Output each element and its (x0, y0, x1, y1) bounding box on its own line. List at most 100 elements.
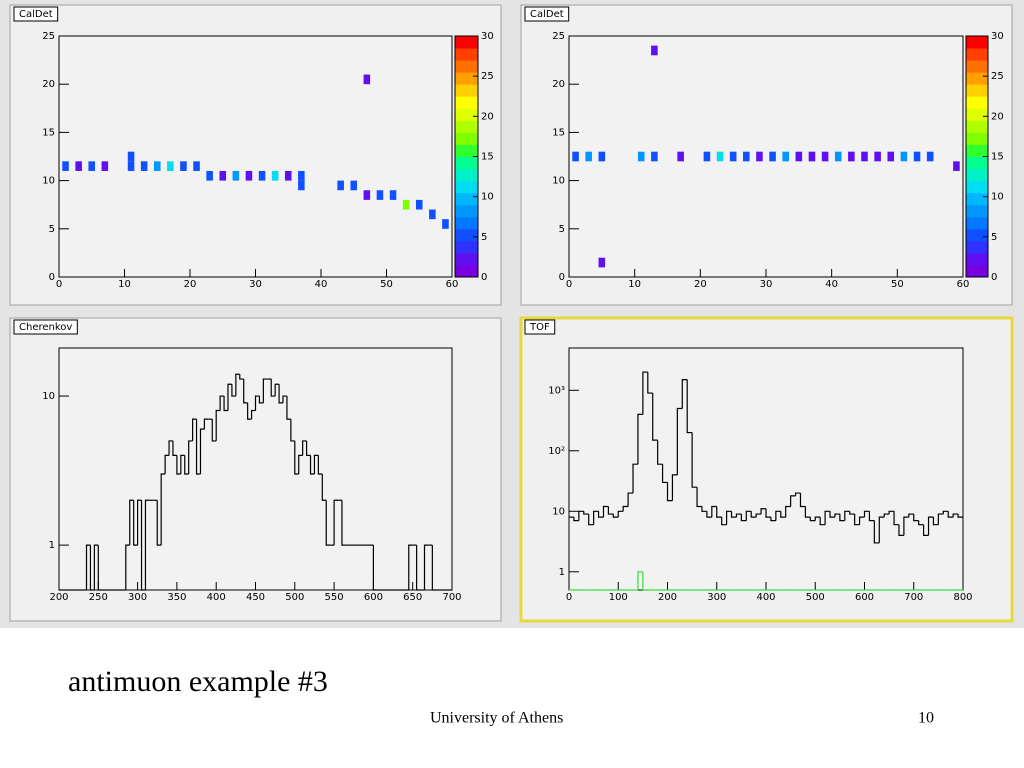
palette-swatch (966, 120, 988, 133)
plot-frame (58, 35, 453, 278)
histogram-bin (227, 383, 232, 411)
histogram-bin (844, 510, 850, 521)
cell (429, 209, 436, 220)
histogram-bin (829, 511, 835, 518)
palette-swatch (966, 36, 988, 49)
cell (127, 151, 135, 162)
panel-title: Cherenkov (19, 322, 72, 333)
histogram-bin (89, 545, 95, 591)
y-tick-label: 10 (42, 391, 55, 402)
histogram-bin (597, 511, 604, 518)
footer: University of Athens (430, 710, 563, 727)
histogram-bin (642, 571, 648, 591)
histogram-bin (588, 514, 594, 526)
cell (389, 190, 397, 200)
histogram-bin (144, 499, 150, 590)
z-tick-label: 15 (481, 152, 494, 163)
histogram-bin (160, 473, 166, 546)
palette-swatch (455, 264, 478, 278)
histogram-bin (93, 544, 99, 590)
caption: antimuon example #3 (68, 665, 328, 698)
cell (637, 151, 645, 162)
histogram-bin (203, 418, 209, 430)
x-tick-label: 0 (56, 279, 62, 290)
histogram-bin (258, 396, 264, 404)
histogram-bin (97, 545, 103, 591)
z-tick-label: 0 (991, 272, 997, 283)
histogram-bin (908, 513, 914, 518)
histogram-bin (760, 508, 766, 515)
palette-swatch (455, 204, 478, 218)
palette-swatch (966, 192, 988, 206)
cell (245, 170, 253, 181)
x-tick-label: 700 (442, 592, 461, 603)
histogram-bin (927, 516, 934, 536)
z-tick-label: 5 (991, 232, 997, 243)
histogram-bin (199, 428, 205, 474)
cell (585, 151, 592, 162)
histogram-bin (607, 506, 614, 515)
panel-title: CalDet (19, 9, 53, 20)
y-tick-label: 0 (559, 272, 565, 283)
histogram-bin (423, 544, 429, 590)
histogram-bin (765, 508, 771, 518)
histogram-bin (180, 454, 185, 474)
histogram-bin (726, 510, 732, 525)
cell (153, 161, 161, 171)
histogram-bin (133, 500, 138, 546)
palette-swatch (966, 228, 988, 242)
cell (180, 161, 187, 171)
histogram-bin (578, 510, 584, 521)
z-tick-label: 25 (481, 71, 494, 82)
histogram-bin (661, 464, 668, 484)
histogram-bin (952, 513, 959, 518)
histogram-bin (250, 409, 256, 420)
histogram-bin (721, 517, 727, 526)
cell (821, 151, 829, 162)
cell (232, 170, 240, 181)
histogram-bin (883, 513, 890, 518)
x-tick-label: 550 (325, 592, 344, 603)
cell (716, 151, 724, 162)
palette-swatch (455, 132, 478, 145)
cell (284, 170, 292, 181)
cell (874, 151, 881, 162)
histogram-bin (637, 413, 643, 465)
y-tick-label: 10³ (548, 385, 565, 396)
histogram-bin (706, 511, 712, 518)
x-tick-label: 600 (855, 592, 874, 603)
histogram-bin (834, 513, 840, 518)
histogram-bin (794, 492, 801, 496)
palette-swatch (455, 48, 478, 61)
histogram-bin (223, 396, 228, 412)
histogram-bin (854, 514, 860, 526)
cell (572, 151, 579, 162)
palette-swatch (455, 156, 478, 170)
histogram-bin (770, 517, 776, 522)
histogram-bin (302, 440, 307, 456)
histogram-bin (750, 511, 757, 518)
histogram-bin (262, 378, 268, 403)
histogram-bin (947, 511, 954, 518)
palette-swatch (966, 252, 988, 266)
cell (75, 161, 82, 171)
cell (442, 219, 449, 229)
cell (350, 180, 358, 191)
histogram-bin (716, 506, 722, 518)
cell (298, 170, 305, 181)
x-tick-label: 650 (403, 592, 422, 603)
x-tick-label: 700 (904, 592, 923, 603)
palette-swatch (966, 60, 988, 73)
histogram-bin (691, 432, 698, 488)
histogram-bin (282, 395, 287, 403)
y-tick-label: 20 (42, 79, 55, 90)
histogram-bin (290, 419, 295, 442)
histogram-bin (657, 440, 663, 465)
panel-title-box (13, 319, 78, 335)
z-tick-label: 20 (991, 111, 1004, 122)
histogram-bin (622, 505, 629, 512)
palette-swatch (966, 156, 988, 170)
histogram-bin (863, 510, 870, 518)
z-tick-label: 30 (481, 31, 494, 42)
